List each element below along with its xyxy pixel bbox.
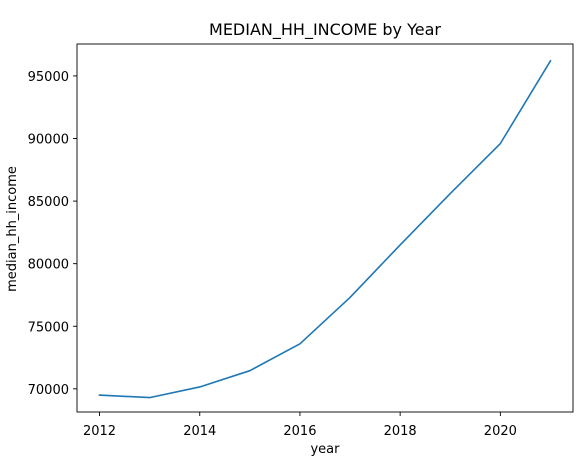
y-tick-label: 70000 (28, 383, 69, 398)
y-tick-label: 95000 (28, 70, 69, 85)
x-axis-label: year (310, 442, 340, 457)
x-tick-label: 2018 (384, 424, 417, 439)
plot-frame (76, 43, 574, 413)
series-line-0 (98, 59, 552, 399)
y-tick-label: 75000 (28, 320, 69, 335)
plot-area: 2012 2014 2016 2018 2020 70000 75000 80000 85000… (28, 43, 574, 439)
y-tick-label: 80000 (28, 258, 69, 273)
x-tick-label: 2014 (183, 424, 216, 439)
y-axis-label: median_hh_income (5, 166, 20, 292)
x-tick-label: 2016 (283, 424, 316, 439)
x-tick-label: 2020 (484, 424, 517, 439)
x-tick-label: 2012 (83, 424, 116, 439)
y-tick-label: 90000 (28, 133, 69, 148)
y-tick-label: 85000 (28, 195, 69, 210)
chart-title: MEDIAN_HH_INCOME by Year (209, 20, 441, 40)
